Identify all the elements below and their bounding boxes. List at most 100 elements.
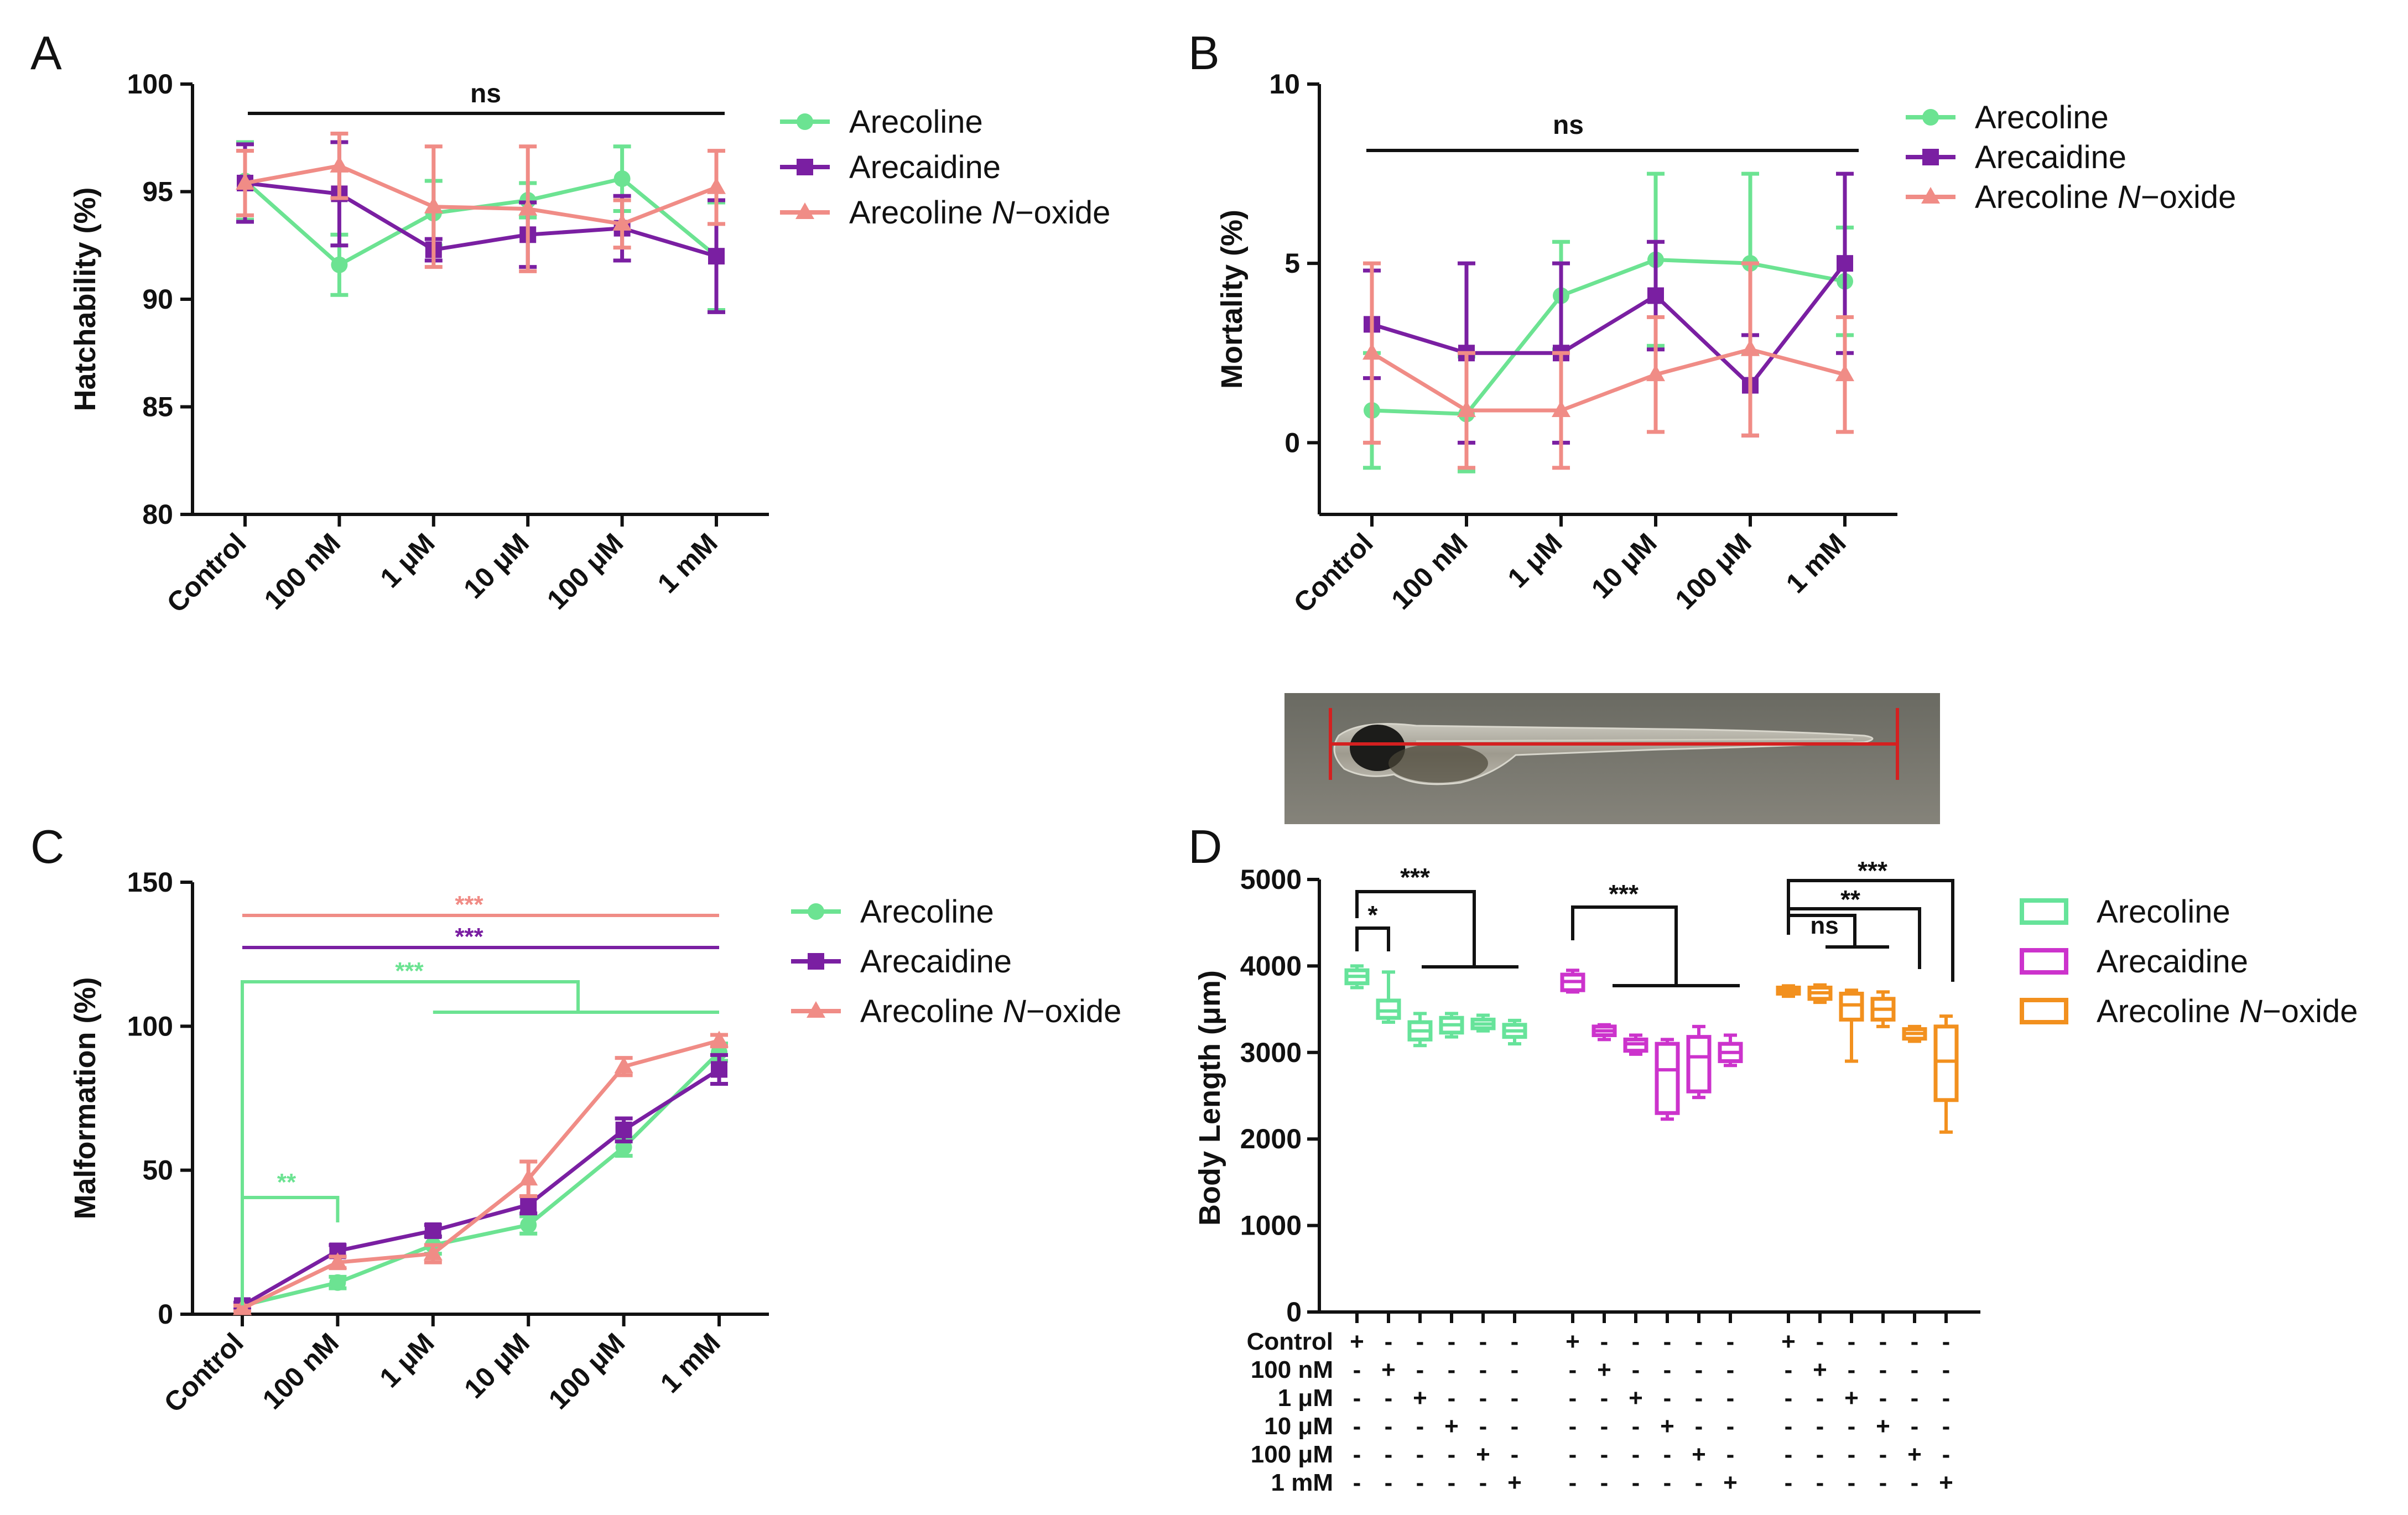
treatment-cell: - (1511, 1413, 1519, 1440)
data-point (707, 177, 726, 194)
data-point (1362, 343, 1381, 360)
legend-label: Arecaidine (860, 944, 1012, 980)
treatment-cell: - (1848, 1328, 1856, 1355)
treatment-cell: - (1385, 1413, 1393, 1440)
treatment-cell: - (1785, 1356, 1793, 1383)
treatment-cell: - (1353, 1356, 1361, 1383)
treatment-cell: - (1448, 1469, 1456, 1496)
legend-label: Arecaidine (1975, 139, 2126, 175)
treatment-cell: - (1632, 1413, 1640, 1440)
significance-bracket-arecoline-low (241, 1196, 340, 1294)
data-point (330, 155, 349, 173)
panel-letter-d: D (1188, 821, 1222, 873)
treatment-cell: - (1632, 1328, 1640, 1355)
treatment-cell: - (1785, 1384, 1793, 1412)
legend-marker (1922, 109, 1939, 126)
treatment-cell: + (1629, 1384, 1643, 1412)
treatment-cell: - (1511, 1441, 1519, 1468)
treatment-cell: - (1353, 1384, 1361, 1412)
treatment-cell: - (1663, 1441, 1672, 1468)
box-body (1655, 1042, 1680, 1115)
treatment-cell: - (1785, 1441, 1793, 1468)
treatment-cell: + (1813, 1356, 1827, 1383)
significance-label: *** (1858, 856, 1887, 885)
data-point (520, 1196, 537, 1214)
treatment-cell: - (1848, 1469, 1856, 1496)
y-axis-title: Hatchability (%) (69, 187, 102, 411)
legend-label-tail: −oxide (2263, 993, 2358, 1029)
data-point (614, 1056, 633, 1074)
legend-swatch (2020, 998, 2068, 1024)
significance-bracket (1787, 914, 1856, 947)
data-point (1552, 400, 1570, 417)
treatment-cell: - (1663, 1356, 1672, 1383)
data-point (518, 199, 538, 216)
legend-marker (808, 903, 824, 920)
box-body (1933, 1024, 1959, 1102)
box-body (1686, 1035, 1712, 1094)
treatment-cell: - (1569, 1356, 1577, 1383)
treatment-cell: - (1479, 1469, 1488, 1496)
treatment-cell: - (1911, 1384, 1919, 1412)
x-tick-label: 1 mM (652, 527, 724, 599)
data-point (520, 1216, 537, 1233)
y-tick-label: 0 (1286, 1297, 1302, 1327)
treatment-cell: - (1416, 1441, 1424, 1468)
y-tick-label: 1000 (1240, 1210, 1302, 1241)
significance-label: ns (1553, 111, 1584, 140)
treatment-cell: - (1416, 1469, 1424, 1496)
x-tick-label: 100 μM (1669, 527, 1757, 615)
treatment-cell: - (1879, 1356, 1887, 1383)
treatment-cell: - (1879, 1328, 1887, 1355)
series-line-0 (1371, 258, 1845, 417)
legend-label-main: Arecoline (860, 993, 1003, 1029)
significance-label: ns (470, 79, 501, 108)
panel-letter-b: B (1188, 27, 1220, 80)
treatment-cell: - (1479, 1328, 1488, 1355)
data-point (613, 170, 631, 188)
significance-label: ns (1810, 912, 1838, 939)
treatment-cell: + (1413, 1384, 1427, 1412)
data-point (236, 173, 254, 190)
x-tick-label: Control (1288, 527, 1379, 618)
legend-label-tail: −oxide (2141, 179, 2237, 215)
treatment-cell: - (1353, 1469, 1361, 1496)
legend-marker (795, 202, 814, 219)
x-tick-label: 1 mM (1780, 527, 1852, 599)
treatment-cell: - (1569, 1413, 1577, 1440)
treatment-cell: - (1600, 1469, 1609, 1496)
treatment-cell: - (1385, 1384, 1393, 1412)
treatment-cell: - (1663, 1328, 1672, 1355)
x-tick-label: 10 μM (458, 1327, 535, 1404)
legend-marker (807, 1001, 825, 1018)
legend-label: Arecoline (860, 894, 994, 930)
treatment-cell: + (1350, 1328, 1364, 1355)
legend-swatch (2020, 948, 2068, 975)
series-line-2 (245, 164, 717, 226)
zebrafish-larva-photo (1284, 693, 1940, 824)
data-point (424, 196, 443, 214)
legend-label-main: Arecoline (1975, 179, 2118, 215)
y-tick-label: 3000 (1240, 1037, 1302, 1068)
treatment-row-label: 1 mM (1271, 1469, 1333, 1496)
significance-label: *** (1609, 879, 1639, 908)
legend-label-italic: N (992, 195, 1015, 231)
treatment-cell: - (1569, 1469, 1577, 1496)
data-point (1647, 287, 1664, 304)
series-line-1 (241, 1068, 720, 1308)
treatment-cell: - (1942, 1384, 1951, 1412)
y-tick-label: 95 (142, 176, 173, 207)
treatment-cell: - (1726, 1413, 1735, 1440)
treatment-cell: - (1448, 1356, 1456, 1383)
data-point (519, 1169, 538, 1186)
x-tick-label: 100 nM (1385, 527, 1473, 615)
treatment-cell: + (1692, 1441, 1706, 1468)
treatment-cell: - (1785, 1469, 1793, 1496)
significance-bracket (1787, 907, 1921, 969)
legend-label: Arecoline N−oxide (2097, 993, 2358, 1029)
significance-label: * (1368, 900, 1378, 929)
y-tick-label: 5000 (1240, 864, 1302, 895)
x-tick-label: 100 μM (543, 1327, 631, 1415)
treatment-cell: + (1781, 1328, 1796, 1355)
